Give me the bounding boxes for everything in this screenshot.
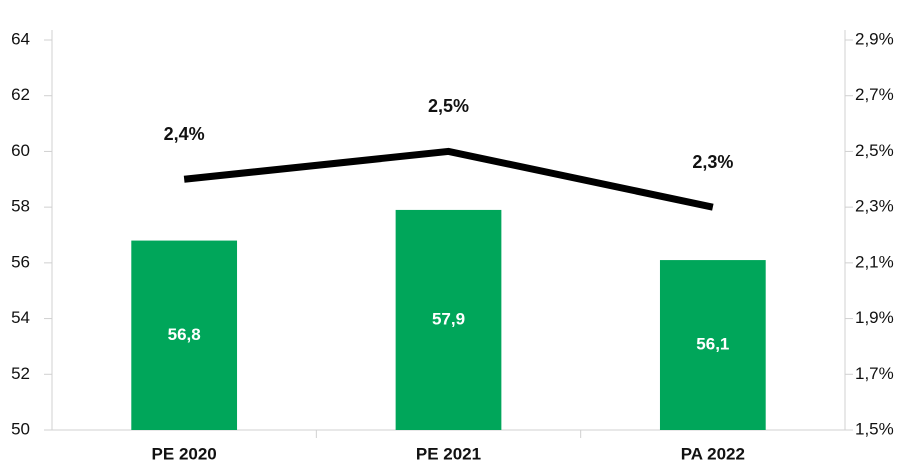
y2-tick-label: 1,5% bbox=[855, 419, 894, 438]
line-value-label: 2,4% bbox=[164, 124, 205, 144]
y-tick-label: 60 bbox=[11, 141, 30, 160]
y-tick-label: 64 bbox=[11, 29, 30, 48]
y-tick-label: 58 bbox=[11, 197, 30, 216]
y-tick-label: 56 bbox=[11, 252, 30, 271]
bar-value-label: 56,1 bbox=[696, 335, 729, 354]
bar bbox=[659, 260, 766, 430]
y-tick-label: 50 bbox=[11, 419, 30, 438]
y2-tick-label: 1,9% bbox=[855, 308, 894, 327]
line-value-label: 2,3% bbox=[692, 152, 733, 172]
bar-value-label: 57,9 bbox=[432, 309, 465, 328]
line bbox=[183, 147, 714, 211]
line-value-label: 2,5% bbox=[428, 96, 469, 116]
bar bbox=[131, 240, 238, 430]
y-tick-label: 62 bbox=[11, 85, 30, 104]
y2-tick-label: 2,3% bbox=[855, 197, 894, 216]
x-tick-label: PA 2022 bbox=[681, 444, 745, 463]
bar-value-label: 56,8 bbox=[168, 325, 201, 344]
y2-tick-label: 2,1% bbox=[855, 252, 894, 271]
y2-tick-label: 2,7% bbox=[855, 85, 894, 104]
y-tick-label: 54 bbox=[11, 308, 30, 327]
bar bbox=[395, 209, 502, 430]
y2-tick-label: 2,5% bbox=[855, 141, 894, 160]
x-tick-label: PE 2020 bbox=[152, 444, 217, 463]
x-tick-label: PE 2021 bbox=[416, 444, 481, 463]
y2-tick-label: 1,7% bbox=[855, 364, 894, 383]
y-tick-label: 52 bbox=[11, 364, 30, 383]
y2-tick-label: 2,9% bbox=[855, 29, 894, 48]
